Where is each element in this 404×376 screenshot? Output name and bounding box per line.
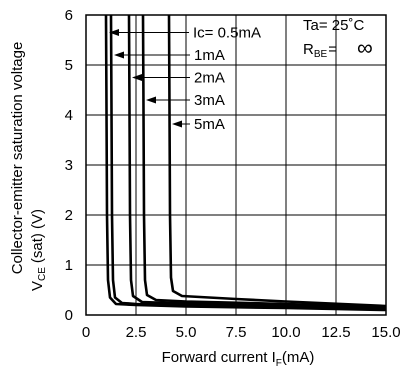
y-tick-label: 5 bbox=[65, 57, 73, 74]
arrowhead bbox=[132, 74, 142, 81]
x-tick-label: 12.5 bbox=[321, 324, 350, 341]
x-tick-label: 10.0 bbox=[271, 324, 300, 341]
y-tick-label: 2 bbox=[65, 207, 73, 224]
arrowhead bbox=[109, 29, 119, 36]
y-tick-labels: 0 1 2 3 4 5 6 bbox=[65, 7, 73, 324]
x-tick-label: 5.0 bbox=[176, 324, 197, 341]
y-axis-title-line2: VCE(sat) (V) bbox=[29, 209, 48, 291]
series-line bbox=[127, 14, 387, 310]
series-line bbox=[141, 14, 387, 309]
x-tick-label: 7.5 bbox=[226, 324, 247, 341]
plot-frame bbox=[85, 14, 387, 316]
x-tick-label: 0 bbox=[82, 324, 90, 341]
series-line bbox=[104, 14, 387, 312]
series-label: 3mA bbox=[194, 92, 225, 109]
y-tick-label: 6 bbox=[65, 7, 73, 24]
series-line bbox=[167, 14, 387, 308]
arrowhead bbox=[146, 96, 156, 104]
x-axis-title: Forward current IF(mA) bbox=[162, 349, 315, 369]
x-tick-labels: 0 2.5 5.0 7.5 10.0 12.5 15.0 bbox=[82, 324, 401, 341]
series-labels: Ic= 0.5mA 1mA 2mA 3mA 5mA bbox=[109, 25, 261, 133]
grid bbox=[86, 15, 386, 315]
y-tick-label: 0 bbox=[65, 307, 73, 324]
series-label: 5mA bbox=[194, 116, 225, 133]
x-tick-label: 15.0 bbox=[371, 324, 400, 341]
y-tick-label: 3 bbox=[65, 157, 73, 174]
y-axis-title-line1: Collector-emitter saturation voltage bbox=[9, 42, 26, 275]
x-tick-label: 2.5 bbox=[126, 324, 147, 341]
rbe-condition: RBE= bbox=[303, 41, 337, 60]
arrowhead bbox=[172, 120, 182, 128]
y-tick-label: 1 bbox=[65, 257, 73, 274]
y-tick-label: 4 bbox=[65, 107, 73, 124]
series-label: 2mA bbox=[194, 70, 225, 87]
rbe-infinity-value: ∞ bbox=[357, 35, 373, 60]
ta-condition: Ta= 25˚C bbox=[303, 17, 364, 34]
curves bbox=[104, 14, 387, 312]
arrowhead bbox=[114, 51, 124, 59]
series-label: Ic= 0.5mA bbox=[193, 25, 261, 42]
series-line bbox=[109, 14, 387, 311]
series-label: 1mA bbox=[194, 47, 225, 64]
